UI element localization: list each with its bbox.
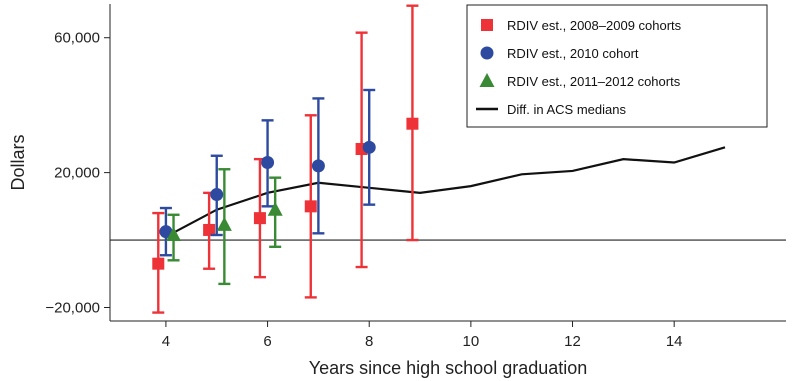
- circle-marker: [210, 188, 224, 202]
- square-marker: [203, 223, 216, 236]
- y-tick-label: 20,000: [54, 165, 100, 182]
- error-bar-point: [210, 154, 224, 237]
- error-bar-point: [261, 119, 275, 208]
- x-tick-label: 12: [564, 333, 581, 350]
- circle-marker: [159, 225, 173, 239]
- error-bar-point: [216, 168, 232, 286]
- error-bar-point: [406, 4, 419, 242]
- x-tick-label: 6: [263, 333, 271, 350]
- triangle-marker: [267, 201, 283, 216]
- x-tick-label: 14: [666, 333, 683, 350]
- legend-label: RDIV est., 2008–2009 cohorts: [507, 18, 682, 33]
- circle-marker: [362, 140, 376, 154]
- error-bar-point: [311, 97, 325, 235]
- square-marker: [253, 212, 266, 225]
- error-bar-point: [267, 176, 283, 249]
- plot-area: 4 6 8 10 12 14 −20,000 20,000 60,000: [45, 4, 786, 350]
- error-bar-point: [166, 213, 182, 262]
- legend-square-marker: [481, 19, 493, 31]
- square-marker: [304, 200, 317, 213]
- legend-label: Diff. in ACS medians: [507, 102, 626, 117]
- triangle-marker: [216, 216, 232, 231]
- error-bar-point: [362, 88, 376, 206]
- legend-triangle-marker: [479, 73, 495, 87]
- circle-marker: [311, 159, 325, 173]
- legend-box: [466, 4, 768, 128]
- chart-marks: [152, 4, 726, 314]
- legend-label: RDIV est., 2011–2012 cohorts: [507, 74, 681, 89]
- legend: RDIV est., 2008–2009 cohorts RDIV est., 2…: [466, 4, 768, 128]
- circle-marker: [261, 156, 275, 169]
- error-bar-point: [159, 206, 173, 257]
- acs-median-line: [165, 146, 726, 238]
- error-bar-point: [304, 114, 317, 299]
- x-axis-title: Years since high school graduation: [309, 358, 588, 378]
- x-tick-label: 4: [162, 333, 170, 350]
- legend-label: RDIV est., 2010 cohort: [507, 46, 639, 61]
- error-bar-point: [253, 157, 266, 279]
- error-bar-point: [203, 191, 216, 270]
- error-bar-point: [152, 211, 165, 314]
- legend-circle-marker: [480, 46, 494, 60]
- x-tick-label: 10: [463, 333, 480, 350]
- x-tick-label: 8: [365, 333, 373, 350]
- triangle-marker: [166, 227, 182, 242]
- y-axis-title: Dollars: [8, 134, 28, 190]
- y-tick-label: −20,000: [45, 300, 100, 317]
- square-marker: [152, 257, 165, 270]
- square-marker: [406, 117, 419, 130]
- y-tick-label: 60,000: [54, 30, 100, 47]
